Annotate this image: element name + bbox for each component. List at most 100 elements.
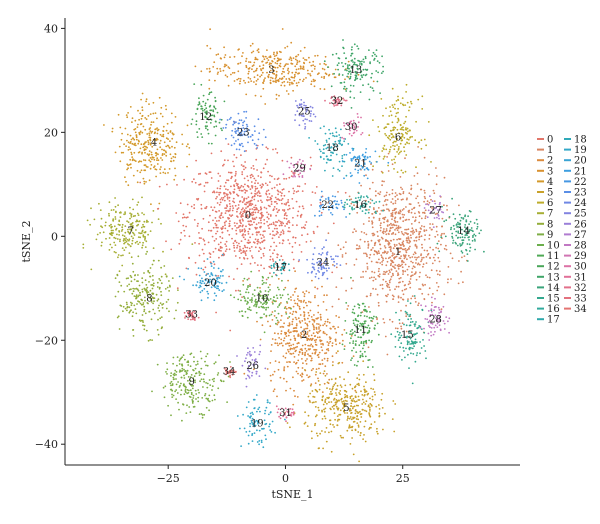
point (237, 226, 240, 229)
point (175, 398, 178, 400)
point (120, 284, 123, 287)
point (381, 171, 384, 174)
point (158, 286, 161, 289)
point (399, 281, 401, 284)
point (355, 391, 358, 394)
point (326, 359, 329, 362)
point (166, 122, 169, 125)
point (200, 105, 203, 108)
point (343, 403, 345, 406)
point (312, 395, 315, 398)
point (243, 372, 246, 375)
point (122, 310, 124, 313)
point (363, 240, 366, 243)
point (242, 283, 245, 286)
point (161, 307, 164, 309)
point (366, 262, 368, 265)
point (338, 160, 341, 163)
point (121, 226, 124, 229)
point (285, 311, 287, 314)
point (277, 231, 279, 234)
point (406, 233, 409, 236)
point (204, 279, 207, 282)
point (182, 384, 185, 387)
point (344, 399, 347, 402)
point (125, 237, 127, 240)
point (208, 171, 211, 174)
point (472, 234, 474, 237)
point (349, 330, 352, 333)
point (366, 167, 369, 169)
point (346, 419, 349, 421)
point (261, 201, 263, 204)
point (350, 175, 352, 178)
point (414, 297, 416, 300)
point (389, 226, 392, 229)
point (241, 196, 244, 198)
point (165, 108, 168, 111)
point (256, 58, 259, 61)
point (371, 270, 373, 273)
point (130, 288, 132, 291)
point (190, 393, 193, 396)
point (432, 248, 434, 251)
point (380, 170, 383, 173)
point (141, 196, 143, 199)
point (415, 197, 417, 200)
point (252, 64, 255, 66)
point (165, 129, 168, 132)
point (275, 316, 278, 319)
point (142, 321, 145, 323)
point (276, 79, 278, 82)
point (394, 195, 397, 198)
point (463, 230, 466, 233)
point (231, 214, 234, 217)
point (347, 371, 350, 374)
point (369, 206, 371, 208)
point (224, 126, 227, 129)
point (331, 195, 334, 198)
point (332, 404, 335, 407)
point (247, 179, 250, 182)
point (386, 156, 388, 158)
point (290, 353, 293, 355)
point (384, 216, 387, 219)
point (139, 181, 142, 184)
point (149, 297, 151, 299)
point (129, 134, 132, 137)
point (130, 153, 133, 156)
point (349, 90, 352, 93)
point (252, 218, 255, 221)
point (178, 359, 181, 362)
point (412, 233, 414, 235)
point (269, 214, 272, 216)
point (384, 231, 387, 233)
point (402, 293, 405, 296)
point (388, 224, 391, 226)
point (239, 62, 242, 64)
point (320, 196, 323, 198)
point (283, 80, 286, 83)
point (415, 247, 418, 249)
point (174, 390, 177, 393)
point (332, 222, 335, 225)
point (254, 204, 257, 207)
point (288, 344, 291, 347)
point (305, 290, 308, 292)
point (198, 413, 201, 415)
point (104, 224, 107, 227)
point (322, 447, 324, 450)
point (331, 271, 334, 274)
point (120, 254, 122, 257)
point (355, 258, 358, 261)
point (129, 206, 131, 209)
point (357, 426, 360, 428)
point (278, 94, 280, 97)
point (332, 207, 334, 210)
point (283, 217, 286, 220)
point (140, 160, 143, 163)
point (140, 319, 143, 322)
point (452, 213, 455, 216)
point (309, 73, 311, 75)
point (237, 49, 240, 51)
